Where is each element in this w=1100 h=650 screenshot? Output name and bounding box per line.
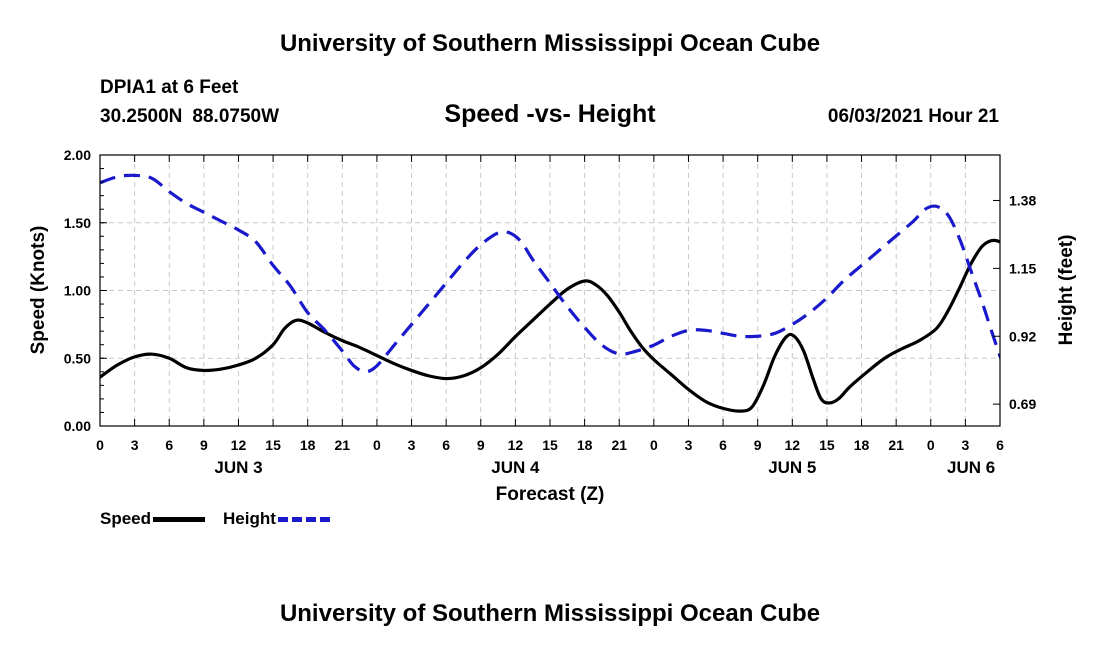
x-tick-label: 0	[373, 437, 381, 453]
x-tick-label: 0	[650, 437, 658, 453]
x-tick-label: 21	[888, 437, 904, 453]
x-tick-label: 15	[542, 437, 558, 453]
grid	[100, 155, 1000, 426]
y-left-tick-label: 1.00	[64, 283, 91, 299]
y-left-tick-label: 0.50	[64, 350, 91, 366]
y-right-tick-label: 1.38	[1009, 192, 1036, 208]
y-left-tick-label: 2.00	[64, 147, 91, 163]
chart-title: Speed -vs- Height	[444, 100, 656, 128]
x-tick-label: 6	[442, 437, 450, 453]
x-tick-label: 6	[996, 437, 1004, 453]
legend-item-speed: Speed	[100, 509, 206, 529]
y-right-tick-label: 1.15	[1009, 260, 1036, 276]
x-tick-label: 21	[611, 437, 627, 453]
x-tick-label: 15	[819, 437, 835, 453]
day-label: JUN 3	[214, 458, 262, 477]
x-tick-label: 18	[577, 437, 593, 453]
day-label: JUN 4	[491, 458, 540, 477]
y-axis-label-right: Height (feet)	[1056, 235, 1077, 346]
institution-title: University of Southern Mississippi Ocean…	[279, 30, 821, 57]
legend-swatch-height	[277, 516, 330, 522]
y-axis-label-left: Speed (Knots)	[28, 226, 49, 355]
x-tick-label: 18	[854, 437, 870, 453]
x-tick-label: 15	[265, 437, 281, 453]
x-tick-label: 9	[477, 437, 485, 453]
legend-swatch-speed	[153, 516, 206, 522]
x-tick-label: 9	[754, 437, 762, 453]
legend-label-speed: Speed	[100, 509, 152, 528]
legend: Speed Height	[100, 509, 348, 529]
x-tick-label: 12	[231, 437, 247, 453]
x-tick-label: 3	[685, 437, 693, 453]
longitude-label: 88.0750W	[192, 106, 280, 127]
y-left-tick-label: 1.50	[64, 215, 91, 231]
footer-title: University of Southern Mississippi Ocean…	[279, 600, 821, 627]
day-label: JUN 6	[947, 458, 995, 477]
y-right-tick-label: 0.69	[1009, 396, 1036, 412]
forecast-datetime: 06/03/2021 Hour 21	[827, 106, 999, 127]
x-tick-label: 18	[300, 437, 316, 453]
legend-label-height: Height	[223, 509, 276, 528]
station-coordinates: 30.2500N 88.0750W	[100, 106, 289, 128]
x-tick-label: 12	[785, 437, 801, 453]
x-tick-label: 21	[335, 437, 351, 453]
legend-item-height: Height	[223, 509, 330, 529]
x-tick-label: 3	[131, 437, 139, 453]
axes: 0 3 6 9 12 15 18 21 0 3 6 9 12 15 18 21 0 3 6 9 12 15 18 21 0 3 6J…	[64, 147, 1037, 477]
series-line-speed	[100, 238, 1000, 413]
series-layer	[100, 173, 1000, 413]
x-tick-label: 3	[408, 437, 416, 453]
x-axis-label: Forecast (Z)	[496, 484, 605, 505]
x-tick-label: 0	[927, 437, 935, 453]
x-tick-label: 12	[508, 437, 524, 453]
y-left-tick-label: 0.00	[64, 418, 91, 434]
x-tick-label: 9	[200, 437, 208, 453]
x-tick-label: 6	[719, 437, 727, 453]
station-label: DPIA1 at 6 Feet	[100, 77, 239, 98]
x-tick-label: 6	[165, 437, 173, 453]
day-label: JUN 5	[768, 458, 816, 477]
y-right-tick-label: 0.92	[1009, 328, 1036, 344]
latitude-label: 30.2500N	[100, 106, 183, 127]
x-tick-label: 0	[96, 437, 104, 453]
x-tick-label: 3	[961, 437, 969, 453]
